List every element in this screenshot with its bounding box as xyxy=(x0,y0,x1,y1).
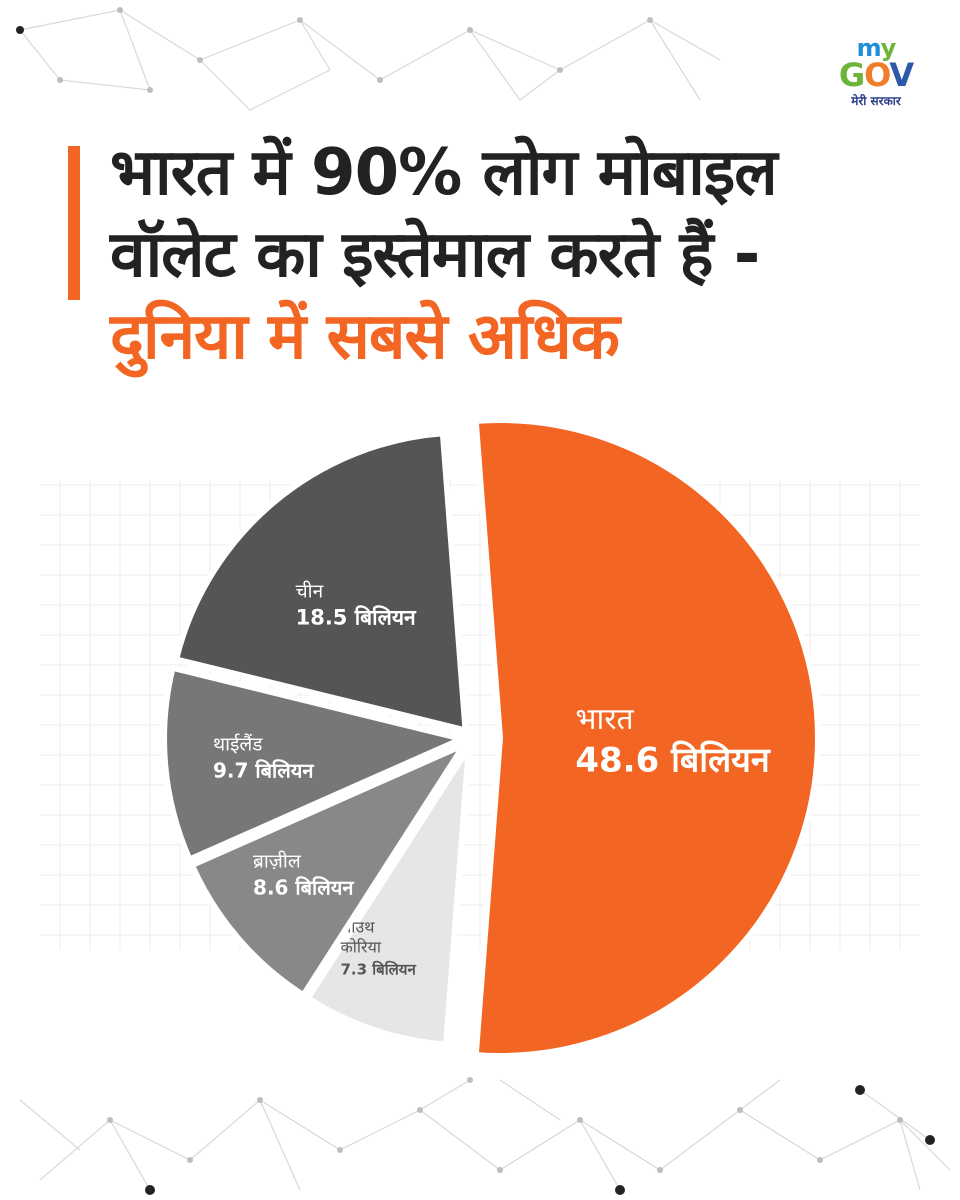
logo-gov-wordmark: GOV xyxy=(838,56,914,94)
headline-line-2: वॉलेट का इस्तेमाल करते हैं - xyxy=(110,218,760,292)
pie-label-value-south_korea: 7.3 बिलियन xyxy=(340,961,416,979)
logo-tagline: मेरी सरकार xyxy=(851,94,901,108)
pie-label-value-thailand: 9.7 बिलियन xyxy=(213,758,314,782)
pie-label-name-india: भारत xyxy=(575,702,634,737)
pie-label-name-thailand: थाईलैंड xyxy=(213,733,263,756)
pie-label-south_korea: साउथकोरिया7.3 बिलियन xyxy=(340,917,416,978)
pie-slice-brazil xyxy=(188,741,468,999)
pie-label-value-china: 18.5 बिलियन xyxy=(296,605,417,630)
headline-line-1: भारत में 90% लोग मोबाइल xyxy=(110,136,778,210)
pie-label-brazil: ब्राज़ील8.6 बिलियन xyxy=(253,850,354,900)
pie-slice-thailand xyxy=(161,664,466,863)
pie-label-name-china: चीन xyxy=(296,580,324,603)
pie-label-china: चीन18.5 बिलियन xyxy=(296,580,417,630)
mygov-logo: my GOV मेरी सरकार xyxy=(826,36,926,109)
pie-label-name-brazil: ब्राज़ील xyxy=(253,850,302,873)
headline-line-3: दुनिया में सबसे अधिक xyxy=(110,300,620,374)
title-accent-bar xyxy=(68,146,80,300)
headline: भारत में 90% लोग मोबाइल वॉलेट का इस्तेमा… xyxy=(110,132,778,378)
pie-slice-india xyxy=(472,417,821,1059)
pie-label-thailand: थाईलैंड9.7 बिलियन xyxy=(213,733,314,783)
pie-slice-china xyxy=(173,430,469,734)
pie-label-name-south_korea: कोरिया xyxy=(340,937,381,956)
pie-slice-south_korea xyxy=(304,744,472,1048)
pie-label-value-brazil: 8.6 बिलियन xyxy=(253,875,354,899)
pie-label-value-india: 48.6 बिलियन xyxy=(575,739,771,780)
logo-my-wordmark: my xyxy=(856,34,897,62)
